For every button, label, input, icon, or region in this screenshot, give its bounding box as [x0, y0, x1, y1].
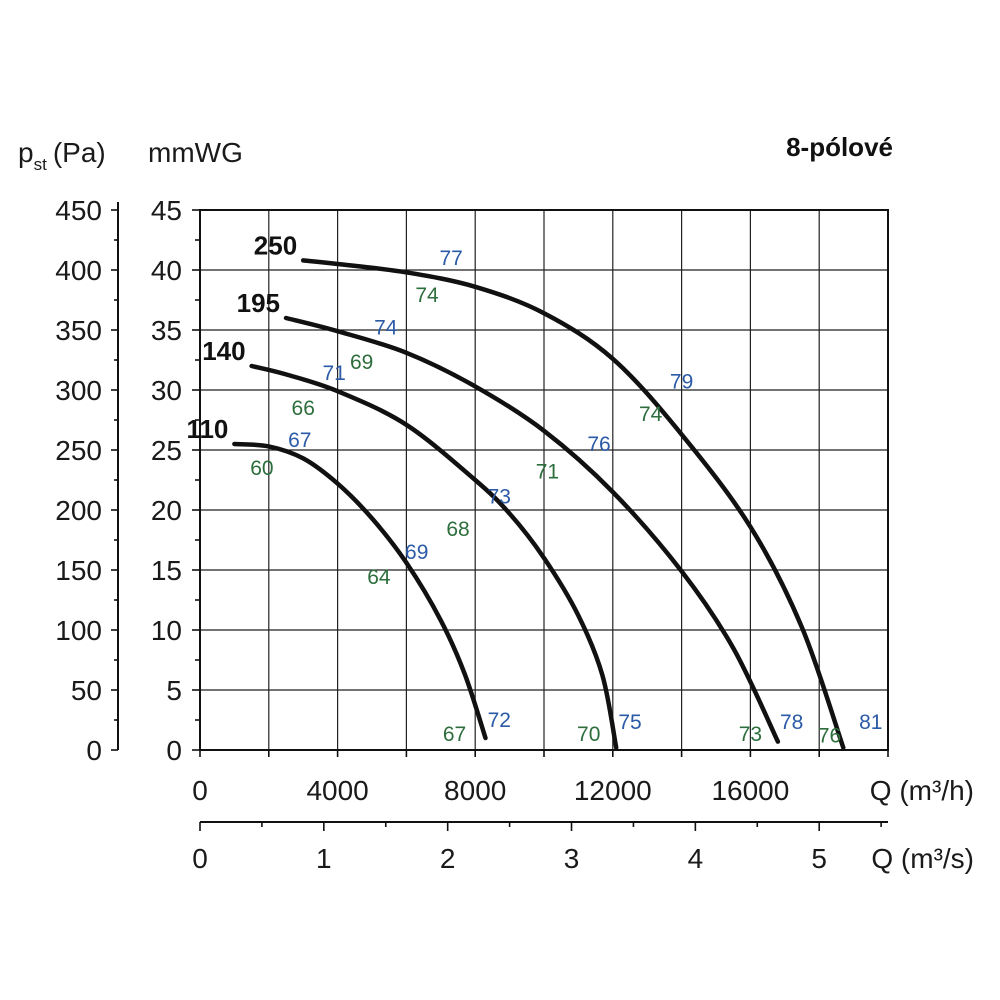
efficiency-label: 76 — [818, 724, 841, 747]
efficiency-label: 72 — [488, 709, 511, 732]
y-pa-tick-label: 100 — [55, 615, 102, 646]
x-s-tick-label: 1 — [316, 843, 332, 874]
curves — [232, 258, 846, 750]
curve-110 — [232, 441, 488, 741]
y-axis-mm-title: mmWG — [148, 137, 243, 168]
efficiency-label: 78 — [780, 711, 803, 734]
y-axis-pa-symbol: p — [18, 137, 34, 168]
x-s-tick-label: 2 — [440, 843, 456, 874]
efficiency-label: 74 — [639, 403, 663, 426]
efficiency-label: 68 — [446, 518, 469, 541]
efficiency-label: 67 — [288, 429, 311, 452]
curve-label-140: 140 — [202, 336, 245, 366]
y-axis-pa-unit: (Pa) — [53, 137, 106, 168]
y-pa-tick-label: 350 — [55, 315, 102, 346]
y-mm-tick-label: 45 — [151, 195, 182, 226]
efficiency-label: 67 — [443, 723, 466, 746]
efficiency-label: 60 — [250, 457, 273, 480]
efficiency-label: 73 — [739, 723, 762, 746]
x-s-tick-label: 3 — [564, 843, 580, 874]
efficiency-label: 74 — [374, 316, 398, 339]
efficiency-label: 77 — [439, 247, 462, 270]
y-mm-tick-label: 0 — [166, 735, 182, 766]
y-mm-tick-label: 15 — [151, 555, 182, 586]
efficiency-label: 76 — [587, 433, 610, 456]
efficiency-label: 64 — [367, 566, 391, 589]
efficiency-label: 69 — [350, 351, 373, 374]
efficiency-label: 71 — [536, 460, 559, 483]
curve-250 — [300, 258, 846, 750]
y-mm-tick-label: 5 — [166, 675, 182, 706]
efficiency-label: 69 — [405, 541, 428, 564]
curve-label-195: 195 — [237, 288, 280, 318]
chart-title: 8-pólové — [786, 132, 893, 162]
y-pa-tick-label: 450 — [55, 195, 102, 226]
efficiency-label: 70 — [577, 723, 600, 746]
efficiency-label: 75 — [618, 711, 641, 734]
x-h-tick-label: 8000 — [444, 775, 506, 806]
efficiency-label: 81 — [859, 711, 882, 734]
efficiency-label: 74 — [415, 284, 439, 307]
x-h-tick-label: 0 — [192, 775, 208, 806]
y-mm-tick-label: 35 — [151, 315, 182, 346]
y-pa-tick-label: 0 — [86, 735, 102, 766]
y-mm-tick-label: 30 — [151, 375, 182, 406]
y-mm-tick-label: 40 — [151, 255, 182, 286]
x-h-tick-label: 4000 — [306, 775, 368, 806]
x-s-tick-label: 5 — [811, 843, 827, 874]
y-mm-tick-label: 20 — [151, 495, 182, 526]
y-mm-tick-label: 25 — [151, 435, 182, 466]
y-pa-tick-label: 250 — [55, 435, 102, 466]
curve-140 — [249, 363, 619, 750]
x-h-tick-label: 12000 — [574, 775, 652, 806]
y-pa-tick-label: 400 — [55, 255, 102, 286]
x-s-tick-label: 0 — [192, 843, 208, 874]
y-axis-pa-subscript: st — [34, 155, 48, 174]
y-axis-pa-title: pst (Pa) — [18, 137, 106, 174]
efficiency-label: 66 — [292, 397, 315, 420]
efficiency-label: 73 — [488, 486, 511, 509]
curve-label-250: 250 — [254, 230, 297, 260]
y-pa-tick-label: 200 — [55, 495, 102, 526]
efficiency-label: 71 — [322, 362, 345, 385]
efficiency-label: 79 — [670, 370, 693, 393]
y-pa-tick-label: 150 — [55, 555, 102, 586]
y-pa-tick-label: 300 — [55, 375, 102, 406]
y-mm-tick-label: 10 — [151, 615, 182, 646]
x-h-tick-label: 16000 — [711, 775, 789, 806]
x-s-tick-label: 4 — [688, 843, 704, 874]
x-axis-s-title: Q (m³/s) — [871, 843, 974, 874]
y-pa-tick-label: 50 — [71, 675, 102, 706]
curve-195 — [283, 315, 781, 744]
axes: 4540353025201510504504003503002502001501… — [55, 195, 889, 874]
curve-label-110: 110 — [186, 414, 228, 444]
x-axis-h-title: Q (m³/h) — [870, 775, 974, 806]
